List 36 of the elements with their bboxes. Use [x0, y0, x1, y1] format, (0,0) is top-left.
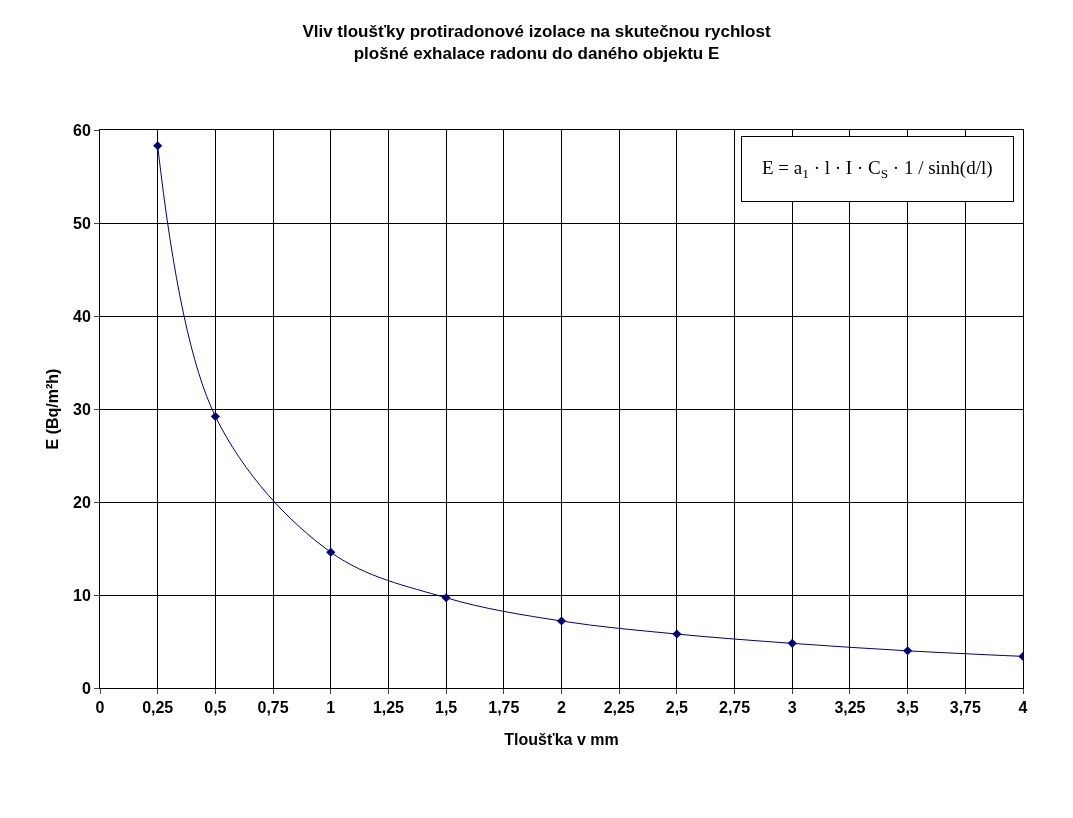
point — [441, 593, 451, 603]
x-tick-label: 1,5 — [435, 699, 458, 717]
y-tick-label: 30 — [73, 400, 91, 418]
y-tick-label: 40 — [73, 307, 91, 325]
x-axis-title: Tloušťka v mm — [504, 730, 619, 748]
point — [210, 411, 220, 421]
x-tick-label: 1,75 — [488, 699, 520, 717]
x-tick-label: 2,5 — [665, 699, 689, 717]
y-tick-label: 60 — [73, 121, 91, 139]
x-tick-label: 2 — [557, 699, 567, 717]
chart-title: Vliv tloušťky protiradonové izolace na skutečnou rychlost plošné exhalace radonu do daného objektu E — [302, 21, 771, 63]
x-tick-label: 0,75 — [257, 699, 289, 717]
y-tick-label: 0 — [81, 679, 91, 697]
x-tick-label: 3,5 — [896, 699, 919, 717]
point — [672, 629, 682, 639]
x-tick-label: 3,25 — [834, 699, 866, 717]
y-axis-title: E (Bq/m²h) — [44, 368, 61, 450]
y-tick-label: 50 — [73, 214, 91, 232]
annotation: E = a$_{1}$ · l · I · C$_{S}$ · 1 / sinh(d/l) — [762, 157, 993, 181]
point — [556, 616, 567, 626]
x-tick-label: 3 — [787, 699, 797, 717]
point — [153, 141, 163, 151]
x-tick-label: 0 — [95, 699, 105, 717]
x-tick-label: 0,5 — [204, 699, 227, 717]
x-tick-label: 1,25 — [372, 699, 405, 717]
y-tick-label: 10 — [73, 586, 91, 604]
point — [326, 547, 336, 557]
y-tick-label: 20 — [73, 493, 91, 511]
x-tick-label: 4 — [1018, 699, 1028, 717]
point — [787, 638, 797, 648]
x-tick-label: 3,75 — [949, 699, 981, 717]
x-tick-label: 1 — [326, 699, 336, 717]
x-tick-label: 2,25 — [603, 699, 635, 717]
x-tick-label: 0,25 — [142, 699, 174, 717]
x-tick-label: 2,75 — [718, 699, 751, 717]
point — [903, 646, 913, 656]
